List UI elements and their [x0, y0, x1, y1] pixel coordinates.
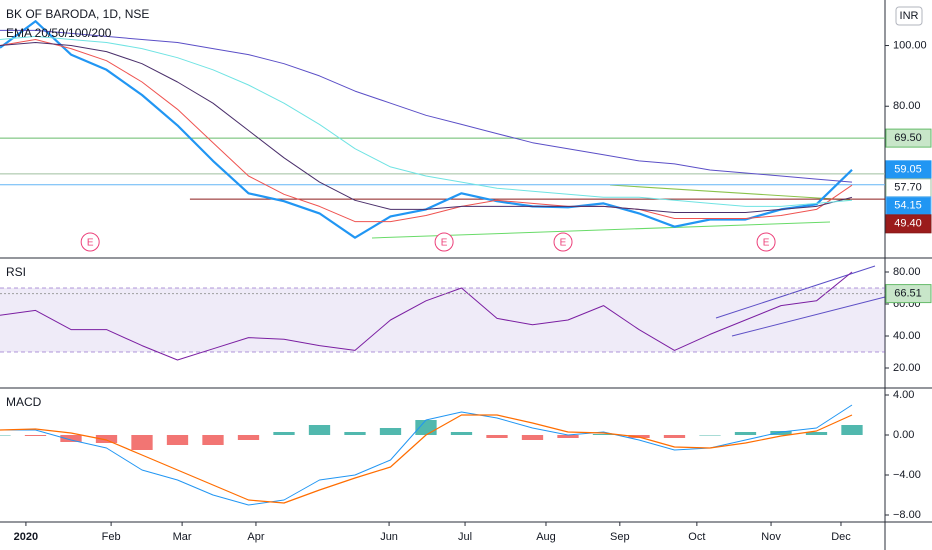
y-tick-label: 4.00	[893, 389, 914, 401]
y-tick-label: 20.00	[893, 362, 921, 374]
price-label: 54.15	[894, 200, 922, 212]
x-tick-label: Feb	[102, 531, 121, 543]
pane-subtitle: EMA 20/50/100/200	[6, 26, 112, 40]
earnings-marker	[553, 232, 573, 252]
earnings-marker	[80, 232, 100, 252]
y-tick-label: −4.00	[893, 469, 921, 481]
earnings-marker	[434, 232, 454, 252]
price-label: 49.40	[894, 218, 922, 230]
histogram-bar	[450, 432, 473, 435]
histogram-bar	[521, 435, 544, 440]
series-line	[0, 42, 853, 213]
x-tick-label: Jun	[380, 531, 398, 543]
y-tick-label: 0.00	[893, 429, 914, 441]
x-tick-label: Nov	[761, 531, 781, 543]
y-tick-label: 80.00	[893, 100, 921, 112]
earnings-label: E	[560, 238, 567, 249]
y-tick-label: −8.00	[893, 509, 921, 521]
histogram-bar	[379, 428, 402, 435]
rsi-channel	[731, 296, 886, 337]
pane-title: RSI	[6, 265, 26, 279]
pane-title: MACD	[6, 395, 42, 409]
currency: INR	[900, 10, 919, 22]
series-line	[0, 29, 853, 183]
histogram-bar	[344, 432, 366, 435]
earnings-label: E	[87, 238, 94, 249]
histogram-bar	[557, 435, 579, 438]
x-tick-label: Dec	[831, 531, 851, 543]
histogram-bar	[592, 434, 615, 435]
histogram-bar	[273, 432, 295, 435]
series-line	[0, 271, 853, 361]
x-tick-label: Aug	[536, 531, 556, 543]
price-label: 57.70	[894, 182, 922, 194]
histogram-bar	[734, 432, 757, 435]
series-line	[0, 35, 853, 207]
histogram-bar	[770, 431, 792, 435]
histogram-bar	[24, 435, 47, 436]
histogram-bar	[663, 435, 686, 438]
earnings-marker	[756, 232, 776, 252]
histogram-bar	[60, 435, 82, 442]
histogram-bar	[699, 435, 721, 436]
histogram-bar	[166, 435, 189, 445]
y-tick-label: 100.00	[893, 39, 927, 51]
currency-box	[895, 6, 923, 26]
pane-title: BK OF BARODA, 1D, NSE	[6, 7, 149, 21]
series-line	[0, 39, 853, 223]
x-tick-label: Mar	[173, 531, 192, 543]
price-label: 66.51	[894, 287, 922, 299]
x-tick-label: Sep	[610, 531, 630, 543]
histogram-bar	[308, 425, 331, 435]
x-tick-label: Apr	[247, 531, 264, 543]
price-label-box	[885, 214, 932, 234]
series-line	[0, 414, 853, 504]
x-tick-label: Oct	[688, 531, 705, 543]
x-tick-label: 2020	[14, 531, 38, 543]
histogram-bar	[805, 432, 828, 435]
histogram-bar	[841, 425, 863, 435]
histogram-bar	[486, 435, 508, 438]
price-label: 69.50	[894, 132, 922, 144]
histogram-bar	[131, 435, 153, 450]
histogram-bar	[202, 435, 224, 445]
histogram-bar	[415, 420, 437, 435]
y-tick-label: 40.00	[893, 330, 921, 342]
y-tick-label: 80.00	[893, 266, 921, 278]
x-tick-label: Jul	[458, 531, 472, 543]
price-label: 59.05	[894, 164, 922, 176]
histogram-bar	[95, 435, 118, 443]
earnings-label: E	[441, 238, 448, 249]
price-label-box	[885, 284, 932, 304]
price-label-box	[885, 128, 932, 148]
histogram-bar	[0, 435, 11, 436]
trend-line	[609, 184, 851, 201]
rsi-band	[0, 288, 885, 352]
histogram-bar	[237, 435, 260, 440]
earnings-label: E	[763, 238, 770, 249]
